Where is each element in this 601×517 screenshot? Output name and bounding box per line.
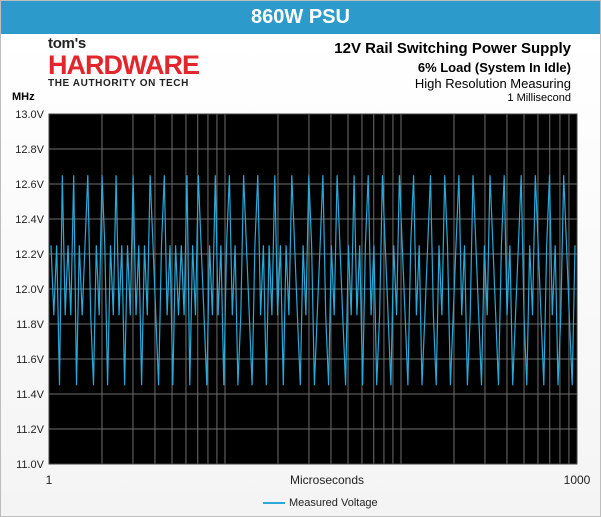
y-tick-label: 11.4V bbox=[16, 389, 45, 401]
legend-swatch bbox=[263, 502, 285, 505]
y-tick-label: 12.8V bbox=[15, 144, 44, 156]
chart-subtitle-load: 6% Load (System In Idle) bbox=[417, 60, 571, 75]
logo-hardware-text: HARDWARE bbox=[48, 50, 200, 80]
chart-header-title: 860W PSU bbox=[1, 1, 600, 34]
logo-toms-text: tom's bbox=[48, 35, 86, 52]
y-tick-label: 11.0V bbox=[16, 459, 45, 471]
chart-legend: Measured Voltage bbox=[263, 497, 378, 509]
y-tick-label: 12.6V bbox=[15, 179, 44, 191]
y-tick-label: 12.4V bbox=[15, 214, 44, 226]
chart-title: 12V Rail Switching Power Supply bbox=[334, 40, 571, 57]
y-axis-label: MHz bbox=[12, 91, 35, 103]
x-tick-label: 1 bbox=[46, 473, 53, 487]
y-tick-label: 12.2V bbox=[15, 249, 44, 261]
y-tick-label: 11.6V bbox=[16, 354, 45, 366]
chart-subtitle-duration: 1 Millisecond bbox=[507, 92, 571, 104]
x-tick-label: 1000 bbox=[564, 473, 591, 487]
x-axis-label: Microseconds bbox=[290, 473, 364, 487]
y-tick-label: 12.0V bbox=[15, 284, 44, 296]
logo-tagline: THE AUTHORITY ON TECH bbox=[48, 78, 189, 89]
y-tick-label: 11.8V bbox=[16, 319, 45, 331]
series-line-measured-voltage bbox=[50, 175, 576, 386]
toms-hardware-logo: tom's HARDWARE THE AUTHORITY ON TECH bbox=[48, 35, 200, 90]
y-tick-label: 11.2V bbox=[16, 424, 45, 436]
y-tick-label: 13.0V bbox=[15, 109, 44, 121]
chart-subtitle-resolution: High Resolution Measuring bbox=[414, 76, 571, 91]
legend-label: Measured Voltage bbox=[289, 497, 378, 509]
plot-border bbox=[48, 113, 578, 465]
